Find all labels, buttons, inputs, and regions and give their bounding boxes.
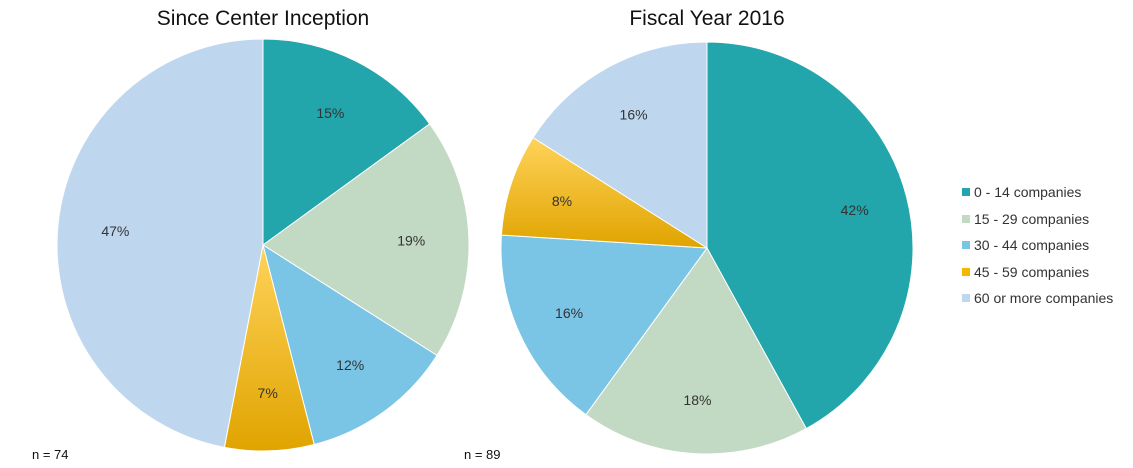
pie-slice-45-59 <box>500 136 708 249</box>
pie-fiscal-year-2016: 42% 18% 16% 8% 16% <box>500 41 914 455</box>
pie-data-label: 19% <box>397 232 425 248</box>
pie-slice-60-plus <box>56 38 264 448</box>
legend-label: 60 or more companies <box>974 290 1113 306</box>
pie-data-label: 16% <box>555 305 583 321</box>
pie-data-label: 7% <box>258 385 278 401</box>
pie-data-label: 12% <box>336 357 364 373</box>
legend-swatch <box>962 268 970 276</box>
pie-data-label: 15% <box>316 105 344 121</box>
pie-slice-15-29 <box>262 123 470 357</box>
sample-size-label: n = 89 <box>464 447 501 462</box>
pie-slice-30-44 <box>262 243 438 446</box>
pie-data-label: 8% <box>552 193 572 209</box>
legend-label: 45 - 59 companies <box>974 264 1089 280</box>
legend-swatch <box>962 294 970 302</box>
chart-since-inception: Since Center Inception 15% 19% 12% 7% 47% n … <box>32 7 470 462</box>
pie-slice-15-29 <box>585 247 807 455</box>
legend-swatch <box>962 215 970 223</box>
legend-label: 15 - 29 companies <box>974 211 1089 227</box>
chart-fiscal-year-2016: Fiscal Year 2016 42% 18% 16% 8% 16% n = 89 <box>464 7 914 462</box>
chart-title: Fiscal Year 2016 <box>629 7 784 30</box>
pie-slice-0-14 <box>706 41 914 430</box>
pie-slice-0-14 <box>262 38 431 246</box>
pie-data-label: 42% <box>841 202 869 218</box>
legend-swatch <box>962 188 970 196</box>
pie-data-label: 47% <box>101 223 129 239</box>
pie-data-label: 16% <box>620 106 648 122</box>
chart-title: Since Center Inception <box>157 7 369 30</box>
pie-data-label: 18% <box>683 392 711 408</box>
pie-slice-60-plus <box>532 41 708 249</box>
legend: 0 - 14 companies 15 - 29 companies 30 - … <box>962 184 1113 306</box>
sample-size-label: n = 74 <box>32 447 69 462</box>
pie-since-inception: 15% 19% 12% 7% 47% <box>56 38 470 452</box>
legend-label: 0 - 14 companies <box>974 184 1081 200</box>
pie-slice-30-44 <box>500 234 708 416</box>
legend-swatch <box>962 241 970 249</box>
legend-label: 30 - 44 companies <box>974 237 1089 253</box>
